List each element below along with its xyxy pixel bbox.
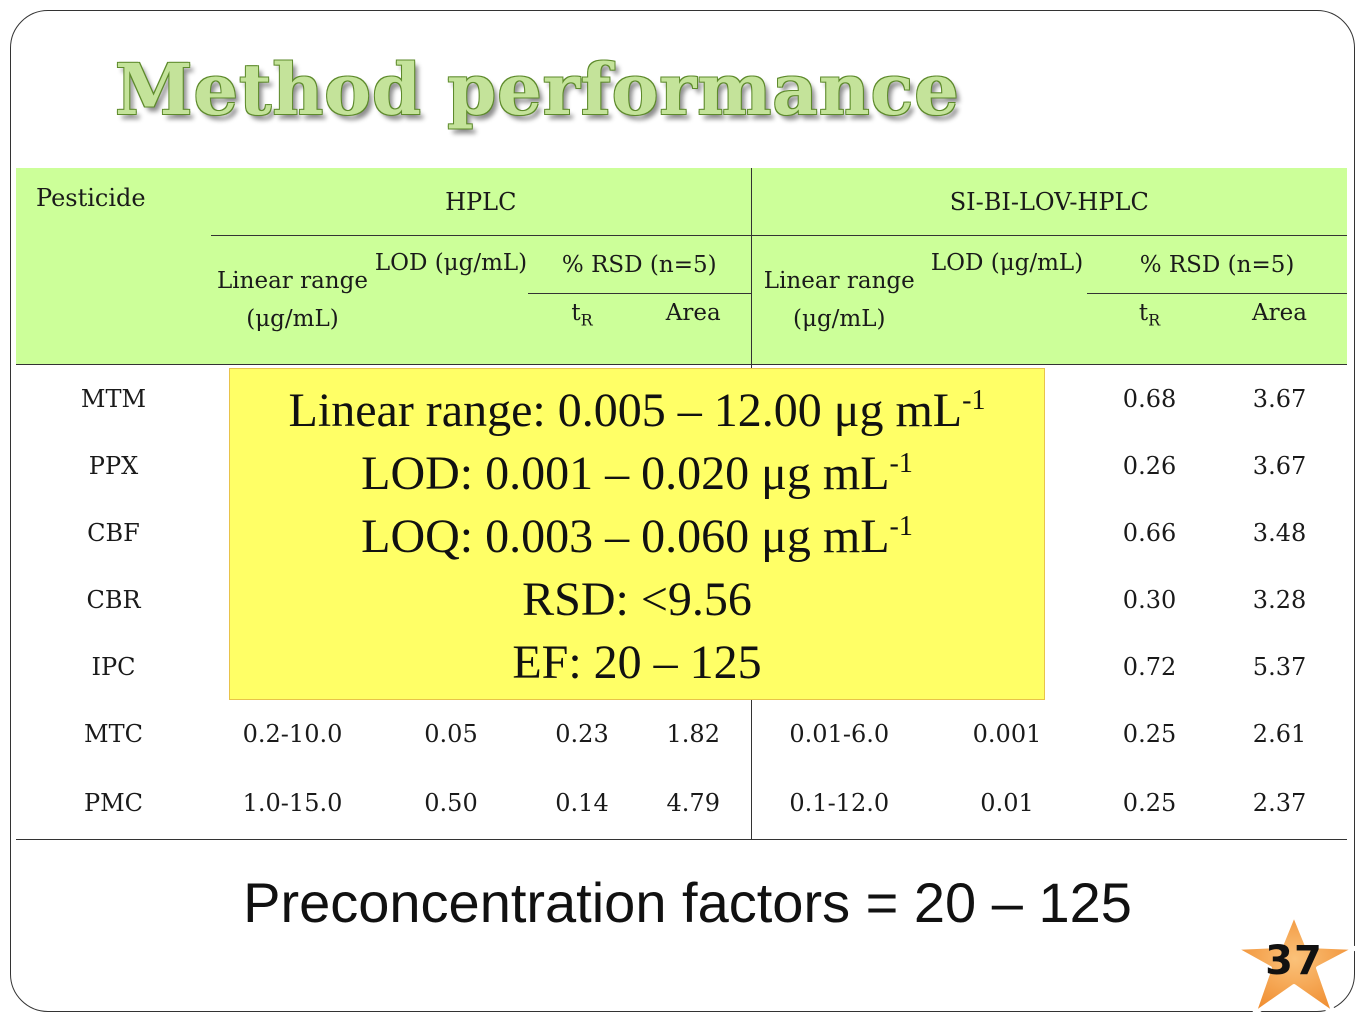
cell-hplc-lod: 0.50	[374, 767, 528, 840]
cell-si-tr: 0.66	[1122, 518, 1177, 547]
cell-pesticide: PPX	[88, 451, 139, 480]
table-row: MTC 0.2-10.0 0.05 0.23 1.82 0.01-6.0 0.0…	[16, 700, 1347, 767]
header-hplc-area: Area	[636, 293, 752, 365]
cell-si-area: 3.48	[1252, 518, 1307, 547]
cell-si-area: 2.37	[1212, 767, 1348, 840]
cell-hplc-area: 1.82	[666, 719, 720, 748]
header-hplc-lod: LOD (μg/mL)	[374, 235, 528, 365]
header-group-hplc: HPLC	[211, 168, 752, 236]
cell-si-range: 0.01-6.0	[750, 700, 928, 767]
cell-si-tr: 0.72	[1122, 652, 1177, 681]
cell-pesticide: CBR	[86, 585, 141, 614]
header-si-area: Area	[1212, 293, 1348, 365]
header-group-si-bi-lov-hplc: SI-BI-LOV-HPLC	[750, 168, 1348, 236]
summary-callout: Linear range: 0.005 – 12.00 μg mL-1 LOD:…	[229, 368, 1045, 700]
cell-pesticide: PMC	[16, 767, 211, 840]
cell-hplc-range: 0.2-10.0	[242, 719, 343, 748]
cell-si-area: 5.37	[1252, 652, 1307, 681]
cell-hplc-tr: 0.23	[555, 719, 609, 748]
cell-si-lod: 0.01	[927, 767, 1088, 840]
cell-si-area: 3.67	[1252, 451, 1307, 480]
summary-line-ef: EF: 20 – 125	[512, 636, 762, 689]
cell-si-area: 2.61	[1252, 719, 1307, 748]
cell-pesticide: MTM	[16, 364, 211, 432]
cell-si-tr: 0.30	[1122, 585, 1177, 614]
cell-hplc-range: 1.0-15.0	[211, 767, 374, 840]
header-hplc-rsd: % RSD (n=5)	[528, 235, 752, 294]
summary-line-lod: LOD: 0.001 – 0.020 μg mL-1	[361, 447, 913, 500]
cell-pesticide: CBF	[87, 518, 140, 547]
cell-si-area: 3.28	[1252, 585, 1307, 614]
cell-si-tr: 0.26	[1122, 451, 1177, 480]
table-row: PMC 1.0-15.0 0.50 0.14 4.79 0.1-12.0 0.0…	[16, 767, 1348, 840]
header-si-lod: LOD (μg/mL)	[927, 235, 1088, 365]
cell-si-area: 3.67	[1212, 364, 1348, 432]
cell-si-tr: 0.25	[1087, 767, 1213, 840]
header-si-tr: tR	[1087, 293, 1213, 365]
cell-si-lod: 0.001	[972, 719, 1042, 748]
cell-si-tr: 0.68	[1087, 364, 1213, 432]
cell-hplc-area: 4.79	[636, 767, 752, 840]
header-hplc-linear-range: Linear range (μg/mL)	[211, 235, 374, 365]
page-number: 37	[1265, 938, 1323, 984]
slide-title: Method performance	[115, 48, 960, 131]
preconcentration-footer: Preconcentration factors = 20 – 125	[243, 871, 1132, 934]
page-number-badge: 37	[1240, 910, 1362, 1020]
star-icon	[1240, 912, 1358, 1016]
header-pesticide: Pesticide	[16, 168, 211, 365]
cell-si-tr: 0.25	[1122, 719, 1177, 748]
cell-si-range: 0.1-12.0	[750, 767, 928, 840]
header-si-rsd: % RSD (n=5)	[1087, 235, 1348, 294]
summary-line-loq: LOQ: 0.003 – 0.060 μg mL-1	[361, 510, 913, 563]
header-si-linear-range: Linear range (μg/mL)	[750, 235, 928, 365]
cell-hplc-tr: 0.14	[528, 767, 636, 840]
cell-pesticide: IPC	[91, 652, 136, 681]
header-hplc-tr: tR	[528, 293, 636, 365]
summary-line-linear-range: Linear range: 0.005 – 12.00 μg mL-1	[288, 384, 986, 437]
summary-line-rsd: RSD: <9.56	[522, 573, 752, 626]
cell-pesticide: MTC	[84, 719, 143, 748]
cell-hplc-lod: 0.05	[424, 719, 478, 748]
